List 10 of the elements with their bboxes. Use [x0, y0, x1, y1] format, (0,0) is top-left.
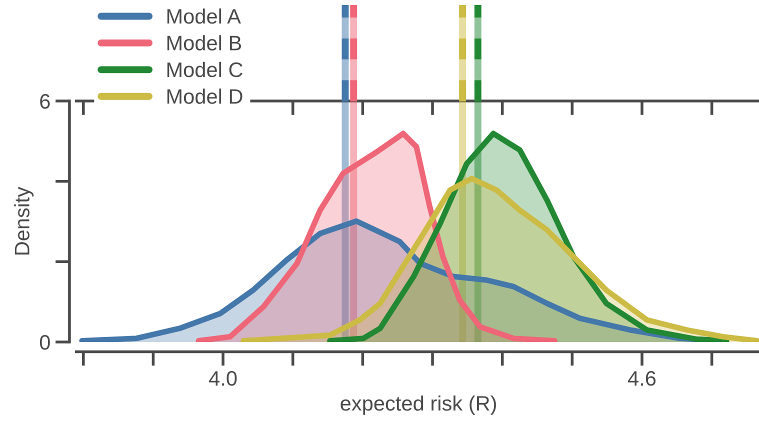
y-tick-label: 0 [40, 335, 50, 350]
legend-label: Model B [167, 35, 242, 50]
y-tick-label: 6 [40, 94, 50, 109]
y-axis-title: Density [14, 186, 34, 255]
x-tick-label: 4.0 [209, 371, 237, 386]
x-axis-title: expected risk (R) [340, 395, 496, 415]
legend-label: Model C [167, 62, 242, 78]
legend-label: Model D [167, 88, 242, 104]
legend-label: Model A [167, 8, 241, 24]
x-tick-label: 4.6 [628, 371, 656, 386]
